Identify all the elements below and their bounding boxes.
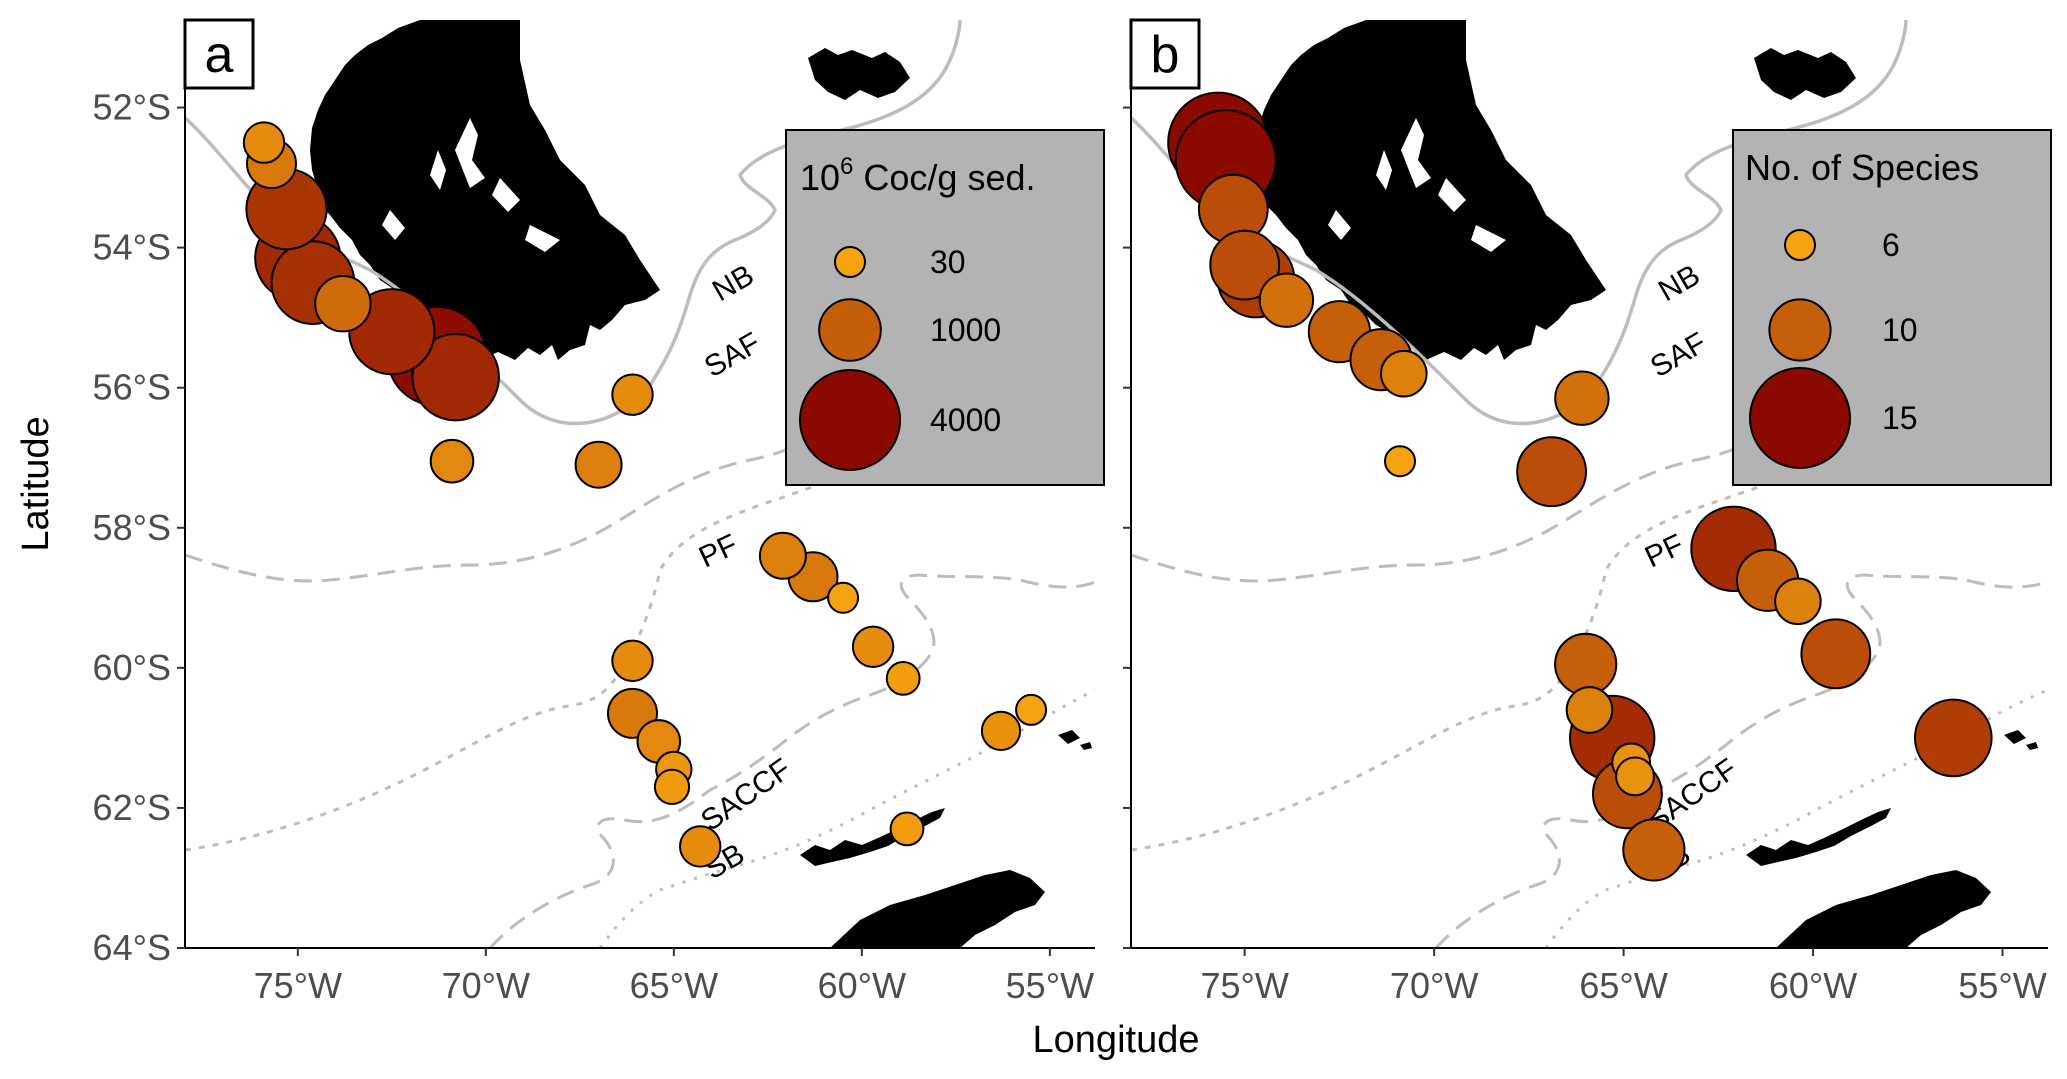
front-saccf [1434,573,2048,948]
x-tick-label: 65°W [1579,965,1667,1006]
x-tick-label: 70°W [442,965,530,1006]
panel-label-box-b [1129,18,1201,90]
y-tick-label: 64°S [93,927,171,968]
fjord-cutout [1328,118,1506,252]
fjord-cutout [382,118,560,252]
front-nb [1131,20,1908,426]
legend-symbol [1749,367,1851,469]
station-point [314,275,372,333]
station-point [1516,436,1587,508]
panel-label-b: b [1151,26,1180,84]
x-tick-label: 55°W [1006,965,1094,1006]
station-point [1015,693,1048,726]
legend-label: 10 [1882,312,1918,348]
station-point [1800,618,1872,690]
legend-label: 6 [1882,227,1900,263]
y-axis-title: Latitude [15,416,57,551]
station-point [1554,370,1610,426]
station-point [1615,756,1655,797]
station-point [429,438,475,484]
land-falklands [1754,48,1856,100]
x-tick-label: 60°W [1769,965,1857,1006]
x-tick-label: 75°W [1200,965,1288,1006]
station-point [1554,632,1618,696]
station-point [889,811,925,847]
land-antarctic-peninsula [830,870,1045,948]
front-sb [1544,688,2048,948]
y-tick-label: 58°S [93,507,171,548]
station-point [1384,445,1416,478]
legend-title-a: 106 Coc/g sed. [800,153,1036,198]
land-shetlands [800,808,945,866]
legend-panel-a: 106 Coc/g sed. 30 1000 4000 [785,129,1105,486]
land-islet [2004,730,2038,750]
station-point [1380,349,1428,398]
panel-a: NB SAF PF SACCF SB 106 Coc/g sed. 301000… [93,18,1105,1006]
station-point [758,531,807,580]
station-point [1209,229,1281,301]
points-panel-a [242,121,1048,868]
ticks-panel-b: 75°W 70°W 65°W 60°W 55°W [1123,106,2047,1006]
land-south-america [1256,20,1606,360]
legend-symbol [1784,229,1816,261]
x-tick-label: 70°W [1390,965,1478,1006]
station-point [1622,818,1686,882]
legend-items-b: 6 10 15 [1749,227,1918,469]
y-tick-label: 56°S [93,367,171,408]
station-point [1774,577,1822,626]
station-point [851,625,895,668]
legend-label: 4000 [930,402,1001,438]
points-panel-b [1167,91,1993,882]
station-point [242,121,286,164]
y-tick-label: 62°S [93,787,171,828]
station-point [1258,272,1315,328]
station-point [1565,686,1614,734]
x-tick-label: 75°W [254,965,342,1006]
panel-label-box-a [183,18,255,90]
ticks-panel-a: 75°W 70°W 65°W 60°W 55°W 52°S 54°S 56°S 58°S 60°S… [93,87,1095,1006]
legend-label: 1000 [930,312,1001,348]
legend-symbol [799,369,901,471]
x-tick-label: 55°W [1958,965,2046,1006]
legend-label: 30 [930,244,966,280]
land-falklands [808,48,910,100]
front-pf [185,386,1095,852]
station-point [411,333,500,422]
y-tick-label: 52°S [93,87,171,128]
x-axis-title: Longitude [1033,1019,1200,1061]
station-point [885,661,921,696]
front-pf [1131,386,2048,852]
x-tick-label: 65°W [630,965,718,1006]
legend-title-b: No. of Species [1745,147,1979,188]
station-point [574,440,623,489]
legend-label: 15 [1882,400,1918,436]
land-south-america [310,20,660,360]
legend-symbol [818,298,882,362]
y-tick-label: 54°S [93,227,171,268]
land-antarctic-peninsula [1776,870,1991,948]
station-point [653,768,691,806]
panel-label-a: a [205,26,234,84]
land-shetlands [1746,808,1891,866]
station-point [679,825,722,868]
station-point [1914,698,1993,778]
station-point [980,710,1022,752]
x-tick-label: 60°W [818,965,906,1006]
land-islet [1058,730,1092,750]
station-point [611,639,654,682]
panel-b: NB SAF PF SACCF SB No. of Species 61015 … [1123,18,2052,1006]
station-point [611,373,654,416]
legend-items-a: 30 1000 4000 [799,244,1001,471]
y-tick-label: 60°S [93,647,171,688]
legend-symbol [1768,298,1832,362]
legend-symbol [834,246,866,278]
legend-panel-b: No. of Species 6 10 15 [1732,129,2052,486]
station-point [827,581,860,614]
